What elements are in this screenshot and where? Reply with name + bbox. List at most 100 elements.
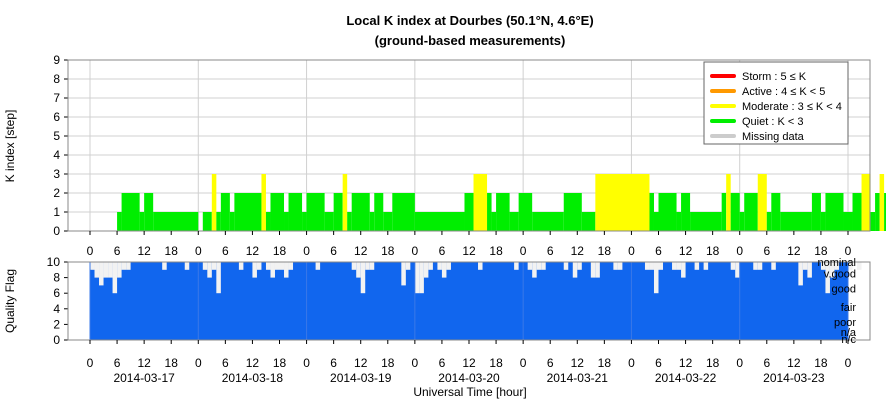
q-dip-5	[112, 262, 118, 294]
top-hour-tick-label-5-1: 6	[655, 244, 662, 258]
k-bar-26	[392, 193, 415, 231]
top-hour-tick-label-2-0: 0	[303, 244, 310, 258]
q-dip-74	[857, 262, 862, 270]
q-dip-72	[834, 262, 839, 270]
q-flag-label-3: fair	[841, 302, 857, 314]
k-bar-29	[473, 174, 488, 231]
q-dip-25	[351, 262, 357, 270]
top-hour-tick-label-5-0: 0	[628, 244, 635, 258]
k-bar-25	[383, 212, 393, 231]
q-dip-18	[265, 262, 271, 270]
bottom-hour-tick-label-5-1: 6	[655, 356, 662, 370]
q-dip-4	[108, 262, 113, 278]
k-bar-53	[780, 212, 812, 231]
bottom-hour-tick-label-3-2: 12	[462, 356, 476, 370]
bottom-hour-tick-label-6-0: 0	[736, 356, 743, 370]
top-hour-tick-label-6-1: 6	[763, 244, 770, 258]
k-bar-6	[211, 174, 217, 231]
k-bar-42	[676, 212, 682, 231]
q-dip-3	[103, 262, 109, 278]
top-hour-tick-label-2-3: 18	[381, 244, 395, 258]
q-dip-53	[649, 262, 654, 270]
k-ytick-label-7: 7	[53, 91, 60, 105]
chart-subtitle: (ground-based measurements)	[375, 33, 566, 48]
q-ytick-label-3: 6	[53, 286, 60, 300]
bottom-hour-tick-label-5-2: 12	[679, 356, 693, 370]
q-blue-fill	[90, 262, 848, 340]
k-bar-61	[875, 193, 880, 231]
q-dip-57	[676, 262, 682, 270]
k-bar-47	[730, 193, 740, 231]
q-flag-label-5: n/a	[841, 327, 857, 339]
top-hour-tick-label-6-2: 12	[787, 244, 801, 258]
k-bar-22	[351, 193, 370, 231]
top-hour-tick-label-3-1: 6	[439, 244, 446, 258]
k-bar-33	[509, 212, 519, 231]
k-bar-55	[820, 212, 826, 231]
q-dip-19	[270, 262, 275, 278]
q-dip-36	[437, 262, 442, 270]
q-dip-42	[532, 262, 537, 278]
k-bar-17	[306, 193, 325, 231]
q-dip-38	[446, 262, 451, 270]
k-bar-18	[324, 212, 334, 231]
q-ytick-label-2: 4	[53, 302, 60, 316]
q-dip-45	[563, 262, 569, 270]
k-ytick-label-1: 1	[53, 205, 60, 219]
q-dip-64	[757, 262, 763, 270]
k-bar-5	[202, 212, 212, 231]
bottom-hour-tick-label-0-2: 12	[137, 356, 151, 370]
q-flag-label-2: good	[832, 284, 856, 296]
day-label-6: 2014-03-23	[763, 371, 825, 385]
q-dip-9	[162, 262, 167, 270]
q-dip-49	[595, 262, 600, 278]
k-ytick-label-4: 4	[53, 148, 60, 162]
k-bar-43	[681, 193, 691, 231]
k-bar-3	[144, 193, 154, 231]
q-dip-46	[572, 262, 578, 278]
q-dip-32	[414, 262, 420, 294]
q-dip-39	[478, 262, 483, 270]
k-ytick-label-5: 5	[53, 129, 60, 143]
legend-label-0: Storm : 5 ≤ K	[742, 71, 807, 83]
k-bar-58	[852, 193, 862, 231]
q-ytick-label-1: 2	[53, 317, 60, 331]
k-bar-27	[414, 212, 465, 231]
top-hour-tick-label-4-3: 18	[598, 244, 612, 258]
k-bar-21	[347, 212, 352, 231]
top-hour-tick-label-5-3: 18	[706, 244, 720, 258]
q-dip-69	[820, 262, 826, 270]
k-bar-1	[121, 193, 140, 231]
q-dip-43	[536, 262, 542, 270]
q-dip-60	[703, 262, 709, 270]
k-bar-13	[270, 193, 285, 231]
k-bar-16	[302, 212, 307, 231]
k-bar-59	[861, 174, 871, 231]
k-ytick-label-8: 8	[53, 72, 60, 86]
k-bar-62	[879, 174, 885, 231]
bottom-hour-tick-label-2-3: 18	[381, 356, 395, 370]
q-dip-41	[527, 262, 533, 270]
k-bar-39	[649, 193, 654, 231]
q-dip-51	[617, 262, 623, 270]
k-bar-37	[581, 212, 596, 231]
top-hour-tick-label-2-2: 12	[354, 244, 368, 258]
k-bar-15	[288, 193, 303, 231]
k-bar-34	[518, 193, 533, 231]
q-dip-58	[681, 262, 686, 278]
k-bar-14	[284, 212, 289, 231]
k-ytick-label-0: 0	[53, 224, 60, 238]
k-index-ylabel: K index [step]	[3, 110, 17, 183]
q-dip-35	[428, 262, 433, 270]
k-bar-56	[825, 193, 844, 231]
q-dip-62	[735, 262, 740, 278]
top-hour-tick-label-4-0: 0	[520, 244, 527, 258]
top-hour-tick-label-0-1: 6	[114, 244, 121, 258]
day-label-3: 2014-03-20	[438, 371, 500, 385]
k-bar-50	[757, 174, 767, 231]
bottom-hour-tick-label-3-3: 18	[489, 356, 503, 370]
bottom-hour-tick-label-3-0: 0	[412, 356, 419, 370]
q-ytick-label-4: 8	[53, 271, 60, 285]
k-bar-49	[744, 193, 758, 231]
q-dip-2	[99, 262, 104, 286]
